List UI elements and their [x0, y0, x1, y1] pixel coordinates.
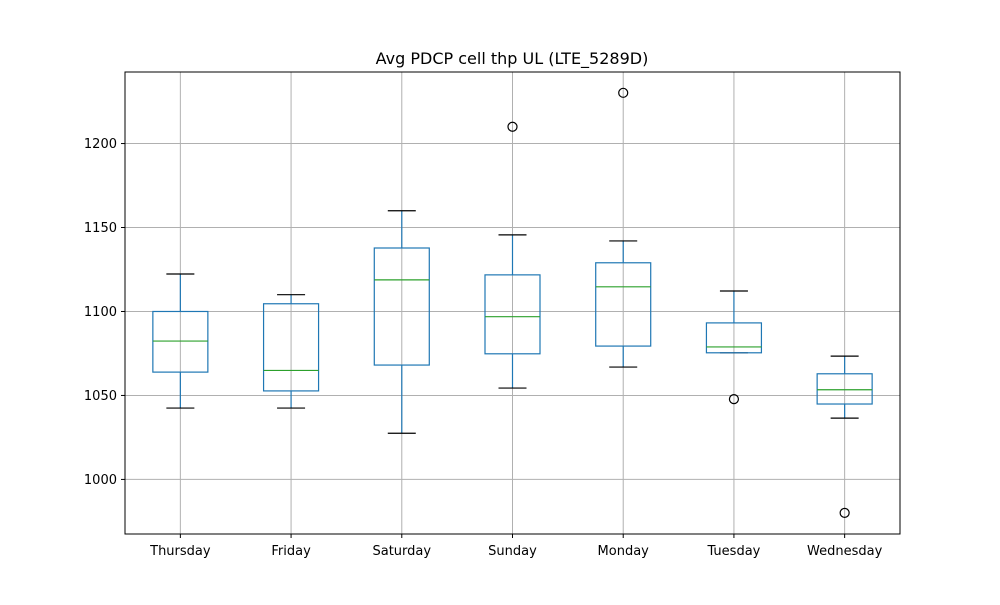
tick-layer: Thursday Friday Saturday Sunday Monday Tuesda… [84, 137, 883, 559]
box-sunday [484, 121, 541, 389]
flier-point [507, 121, 518, 132]
box-iqr [262, 303, 320, 392]
box-saturday [373, 210, 430, 434]
box-monday [595, 87, 652, 368]
grid-layer [125, 72, 900, 534]
x-tick-label: Wednesday [807, 544, 883, 559]
y-tick-label: 1150 [84, 221, 117, 236]
box-wednesday [816, 355, 873, 518]
flier-point [839, 507, 850, 518]
flier-point [728, 394, 740, 405]
box-iqr [373, 247, 430, 366]
y-tick-label: 1200 [84, 137, 117, 152]
box-iqr [816, 373, 873, 405]
x-tick-label: Thursday [149, 544, 211, 559]
x-tick-label: Saturday [372, 544, 431, 559]
box-thursday [152, 273, 209, 409]
flier-point [618, 87, 629, 98]
box-tuesday [705, 290, 763, 405]
box-friday [262, 294, 320, 409]
y-tick-label: 1000 [84, 473, 117, 488]
box-iqr [152, 310, 209, 373]
x-tick-label: Sunday [488, 544, 537, 559]
box-iqr [484, 274, 541, 355]
box-iqr [595, 262, 652, 347]
box-layer [152, 87, 873, 518]
x-tick-label: Monday [598, 544, 650, 559]
box-iqr [705, 322, 763, 354]
x-tick-label: Tuesday [706, 544, 760, 559]
y-tick-label: 1050 [84, 389, 117, 404]
y-tick-label: 1100 [84, 305, 117, 320]
chart-title: Avg PDCP cell thp UL (LTE_5289D) [376, 49, 649, 69]
x-tick-label: Friday [271, 544, 311, 559]
